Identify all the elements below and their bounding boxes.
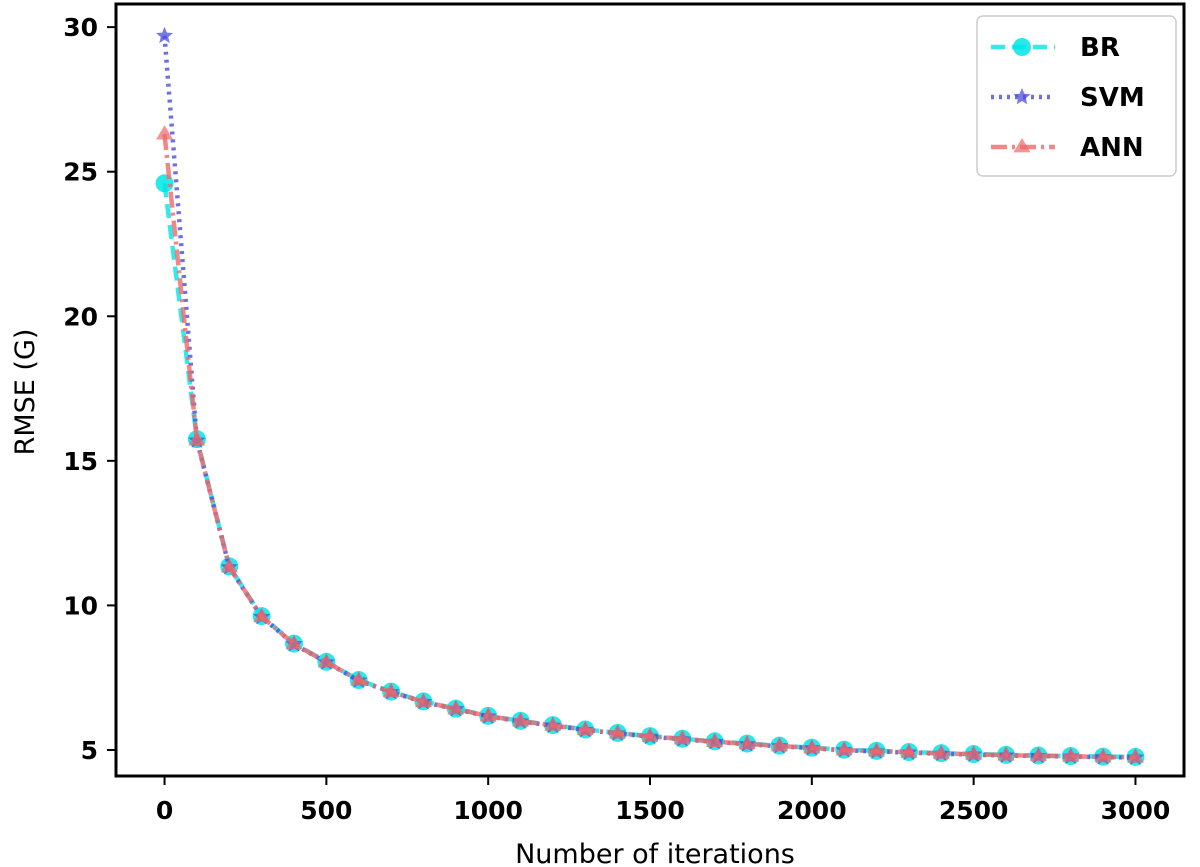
data-point-svm [156, 26, 174, 44]
data-point-ann [965, 745, 983, 760]
data-point-ann [155, 125, 174, 140]
x-tick-label: 1500 [615, 796, 685, 825]
legend-label-svm: SVM [1080, 83, 1145, 113]
data-point-ann [738, 734, 756, 750]
data-point-ann [479, 707, 497, 722]
x-tick-label: 0 [156, 796, 173, 825]
legend-label-ann: ANN [1080, 133, 1144, 163]
y-tick-label: 10 [63, 591, 98, 620]
legend: BR SVM ANN [976, 15, 1177, 177]
y-axis-label: RMSE (G) [10, 329, 41, 456]
series-ann [155, 125, 1145, 763]
data-point-ann [544, 716, 562, 731]
x-tick-label: 1000 [453, 796, 523, 825]
data-point-ann [673, 729, 691, 745]
x-tick-label: 500 [300, 796, 352, 825]
data-point-ann [609, 724, 627, 739]
data-point-ann [414, 692, 433, 708]
data-point-ann [997, 746, 1015, 761]
data-point-ann [835, 740, 853, 756]
data-point-ann [220, 557, 238, 573]
y-tick-label: 20 [63, 302, 98, 331]
series-layer [155, 26, 1145, 766]
data-point-ann [382, 682, 400, 698]
data-point-ann [900, 743, 918, 758]
data-point-ann [285, 634, 303, 650]
data-point-ann [447, 699, 465, 715]
data-point-ann [770, 736, 789, 752]
x-axis-ticks: 0 500 1000 1500 2000 2500 3000 [156, 776, 1170, 825]
data-point-ann [803, 738, 821, 754]
data-point-ann [317, 653, 335, 668]
x-tick-label: 2500 [939, 796, 1009, 825]
data-point-ann [576, 720, 594, 736]
data-point-ann [253, 607, 271, 623]
y-tick-label: 25 [63, 158, 98, 187]
x-axis-label: Number of iterations [515, 839, 795, 867]
data-point-ann [867, 742, 886, 757]
legend-marker-svm [1013, 88, 1031, 105]
data-point-ann [706, 732, 724, 747]
data-point-ann [511, 712, 530, 727]
data-point-ann [641, 727, 659, 742]
legend-label-br: BR [1080, 33, 1120, 63]
y-tick-label: 5 [81, 736, 98, 765]
data-point-ann [1126, 748, 1145, 763]
legend-frame [976, 15, 1177, 177]
y-tick-label: 15 [63, 447, 98, 476]
legend-marker-br [1013, 38, 1031, 56]
data-point-ann [188, 431, 206, 446]
x-tick-label: 3000 [1101, 796, 1171, 825]
x-tick-label: 2000 [777, 796, 847, 825]
y-tick-label: 30 [63, 13, 98, 42]
legend-marker-ann [1013, 138, 1031, 153]
data-point-ann [1029, 746, 1047, 762]
y-axis-ticks: 5 10 15 20 25 30 [63, 13, 116, 765]
data-point-ann [1062, 747, 1080, 762]
data-point-ann [932, 744, 950, 759]
data-point-ann [350, 671, 368, 686]
data-point-ann [1094, 747, 1112, 763]
